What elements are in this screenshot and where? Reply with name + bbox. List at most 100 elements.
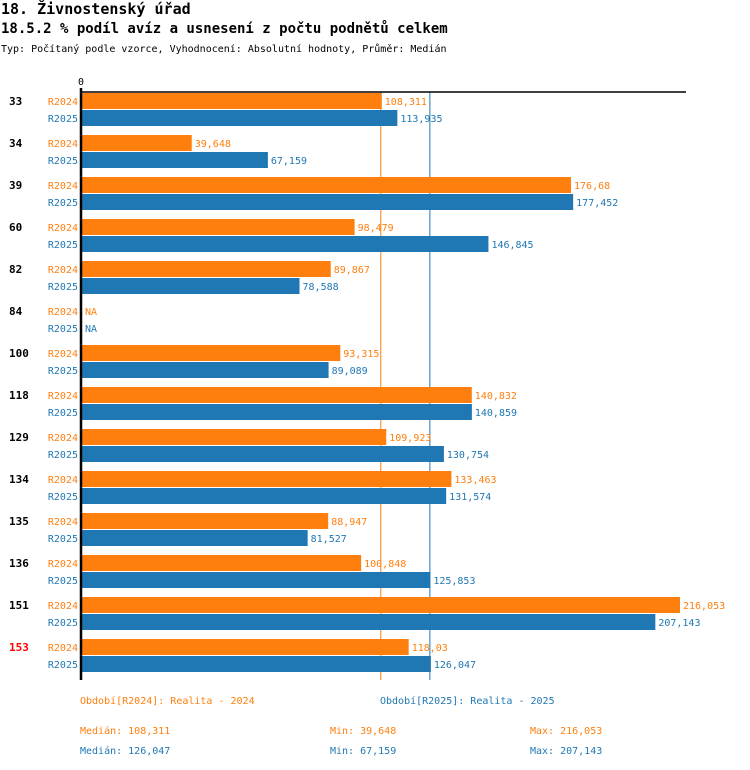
series-label-r2024: R2024 xyxy=(48,475,78,486)
series-label-r2024: R2024 xyxy=(48,391,78,402)
data-label-r2024: 93,315 xyxy=(343,349,379,360)
series-label-r2025: R2025 xyxy=(48,450,78,461)
data-label-r2024: 140,832 xyxy=(475,391,517,402)
series-label-r2024: R2024 xyxy=(48,139,78,150)
category-label: 151 xyxy=(9,599,29,612)
data-label-r2024: 176,68 xyxy=(574,181,610,192)
category-label: 60 xyxy=(9,221,22,234)
series-label-r2025: R2025 xyxy=(48,198,78,209)
bar-r2024 xyxy=(82,345,341,361)
bar-r2024 xyxy=(82,513,329,529)
data-label-r2025: 131,574 xyxy=(449,492,491,503)
bar-r2025 xyxy=(82,278,300,294)
stat-min-r2024: Min: 39,648 xyxy=(330,726,397,737)
series-label-r2025: R2025 xyxy=(48,492,78,503)
series-label-r2025: R2025 xyxy=(48,660,78,671)
bar-r2025 xyxy=(82,362,329,378)
category-label: 100 xyxy=(9,347,29,360)
bar-r2024 xyxy=(82,387,472,403)
bar-r2024 xyxy=(82,93,382,109)
data-label-r2025: 140,859 xyxy=(475,408,517,419)
data-label-r2025: 130,754 xyxy=(447,450,489,461)
series-label-r2025: R2025 xyxy=(48,534,78,545)
data-label-r2025: 89,089 xyxy=(332,366,368,377)
legend-r2025: Období[R2025]: Realita - 2025 xyxy=(380,696,555,707)
section-title: 18. Živnostenský úřad xyxy=(1,0,191,18)
series-label-r2025: R2025 xyxy=(48,408,78,419)
series-label-r2025: R2025 xyxy=(48,366,78,377)
bar-r2025 xyxy=(82,194,574,210)
bar-r2024 xyxy=(82,177,572,193)
data-label-r2024: 88,947 xyxy=(331,517,367,528)
stat-median-r2024: Medián: 108,311 xyxy=(80,726,171,737)
bar-r2024 xyxy=(82,555,362,571)
series-label-r2024: R2024 xyxy=(48,307,78,318)
category-label: 134 xyxy=(9,473,29,486)
data-label-r2024: 89,867 xyxy=(334,265,370,276)
series-label-r2024: R2024 xyxy=(48,181,78,192)
data-label-r2024: 100,848 xyxy=(364,559,406,570)
data-label-r2024: 118,03 xyxy=(412,643,448,654)
series-label-r2025: R2025 xyxy=(48,114,78,125)
series-label-r2024: R2024 xyxy=(48,265,78,276)
bar-r2025 xyxy=(82,110,398,126)
data-label-r2024: 98,479 xyxy=(358,223,394,234)
data-label-r2024: NA xyxy=(85,307,97,318)
legend-r2024: Období[R2024]: Realita - 2024 xyxy=(80,696,255,707)
stat-median-r2025: Medián: 126,047 xyxy=(80,746,171,757)
bar-r2025 xyxy=(82,530,308,546)
series-label-r2024: R2024 xyxy=(48,349,78,360)
data-label-r2024: 216,053 xyxy=(683,601,725,612)
x-tick-label: 0 xyxy=(78,77,84,88)
chart-title: 18.5.2 % podíl avíz a usnesení z počtu p… xyxy=(1,21,448,37)
bar-r2024 xyxy=(82,261,331,277)
bar-r2024 xyxy=(82,639,409,655)
data-label-r2024: 108,311 xyxy=(385,97,427,108)
data-label-r2025: 207,143 xyxy=(658,618,700,629)
series-label-r2024: R2024 xyxy=(48,433,78,444)
bar-r2025 xyxy=(82,152,268,168)
data-label-r2025: 126,047 xyxy=(434,660,476,671)
data-label-r2024: 109,923 xyxy=(389,433,431,444)
bar-r2025 xyxy=(82,446,444,462)
data-label-r2025: NA xyxy=(85,324,97,335)
category-label: 118 xyxy=(9,389,29,402)
bar-r2025 xyxy=(82,404,472,420)
bar-r2024 xyxy=(82,219,355,235)
series-label-r2025: R2025 xyxy=(48,576,78,587)
series-label-r2025: R2025 xyxy=(48,324,78,335)
category-label: 39 xyxy=(9,179,22,192)
series-label-r2025: R2025 xyxy=(48,240,78,251)
category-label: 136 xyxy=(9,557,29,570)
bar-r2024 xyxy=(82,429,387,445)
category-label: 34 xyxy=(9,137,23,150)
bar-r2025 xyxy=(82,572,431,588)
bar-r2025 xyxy=(82,488,447,504)
data-label-r2025: 146,845 xyxy=(491,240,533,251)
data-label-r2024: 133,463 xyxy=(454,475,496,486)
series-label-r2024: R2024 xyxy=(48,223,78,234)
category-label: 33 xyxy=(9,95,22,108)
bar-r2024 xyxy=(82,135,192,151)
series-label-r2025: R2025 xyxy=(48,618,78,629)
bar-chart: 33 R2024 108,311 R2025 113,935 34 R2024 39,648 R… xyxy=(9,77,725,680)
series-label-r2024: R2024 xyxy=(48,601,78,612)
category-label: 84 xyxy=(9,305,23,318)
series-label-r2024: R2024 xyxy=(48,97,78,108)
chart-meta: Typ: Počítaný podle vzorce, Vyhodnocení:… xyxy=(1,44,447,55)
stat-max-r2025: Max: 207,143 xyxy=(530,746,603,757)
data-label-r2025: 113,935 xyxy=(400,114,442,125)
bar-r2024 xyxy=(82,597,680,613)
stat-max-r2024: Max: 216,053 xyxy=(530,726,603,737)
series-label-r2025: R2025 xyxy=(48,282,78,293)
data-label-r2025: 177,452 xyxy=(576,198,618,209)
data-label-r2025: 125,853 xyxy=(433,576,475,587)
category-label: 153 xyxy=(9,641,29,654)
data-label-r2025: 67,159 xyxy=(271,156,307,167)
data-label-r2024: 39,648 xyxy=(195,139,231,150)
bar-r2025 xyxy=(82,656,431,672)
series-label-r2024: R2024 xyxy=(48,517,78,528)
bar-r2025 xyxy=(82,236,489,252)
bar-r2024 xyxy=(82,471,452,487)
category-label: 82 xyxy=(9,263,22,276)
